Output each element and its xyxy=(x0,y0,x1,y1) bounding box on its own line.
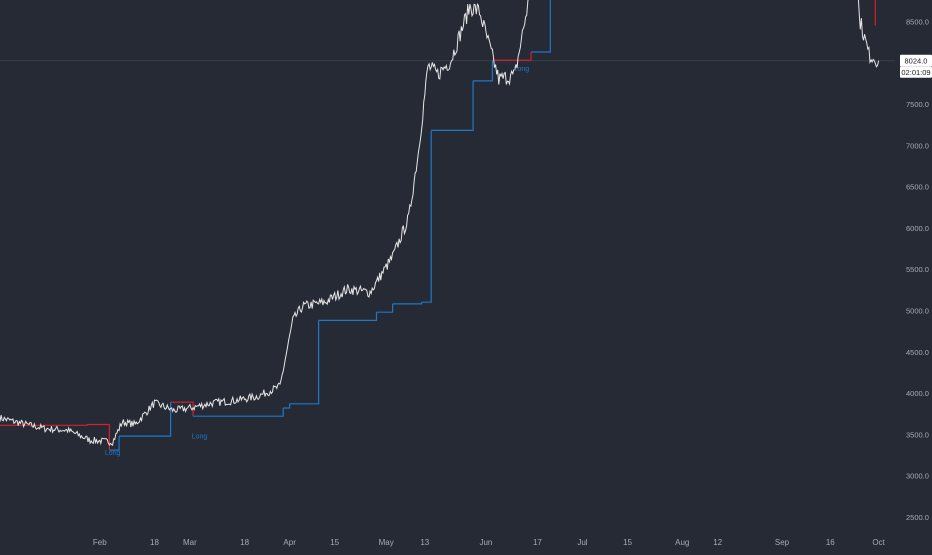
x-tick-label: 18 xyxy=(150,538,159,547)
x-tick-label: 17 xyxy=(533,538,542,547)
trailing-stop-segment xyxy=(193,408,284,417)
y-tick-label: 5000.0 xyxy=(906,307,929,316)
last-price-box xyxy=(900,54,932,67)
x-tick-label: Mar xyxy=(183,538,197,547)
last-price-marker: 8024.0 02:01:09 xyxy=(900,54,932,78)
x-tick-label: Apr xyxy=(283,538,296,547)
trailing-stop-segment xyxy=(421,130,432,303)
x-tick-label: Jun xyxy=(479,538,492,547)
x-tick-label: 12 xyxy=(713,538,722,547)
x-tick-label: 15 xyxy=(623,538,632,547)
trailing-stop-segment xyxy=(86,423,111,451)
trailing-stop-segment xyxy=(283,403,291,409)
chart-annotations: LongLongLongLongLong xyxy=(105,66,530,457)
long-signal-label: Long xyxy=(105,450,121,457)
y-tick-label: 7000.0 xyxy=(906,141,929,150)
last-price-label: 8024.0 xyxy=(905,57,928,66)
x-tick-label: May xyxy=(379,538,394,547)
y-tick-label: 6500.0 xyxy=(906,183,929,192)
chart-series xyxy=(0,0,880,451)
y-tick-label: 3000.0 xyxy=(906,472,929,481)
y-tick-label: 4000.0 xyxy=(906,389,929,398)
trailing-stop-segment xyxy=(109,436,120,451)
trailing-stop-segment xyxy=(318,312,378,321)
x-tick-label: 13 xyxy=(420,538,429,547)
price-line xyxy=(0,0,880,447)
trailing-stop-segment xyxy=(289,320,320,405)
trailing-stop-segment xyxy=(492,52,532,61)
y-tick-label: 8500.0 xyxy=(906,17,929,26)
y-tick-label: 4500.0 xyxy=(906,348,929,357)
x-tick-label: Jul xyxy=(577,538,587,547)
countdown-label: 02:01:09 xyxy=(901,68,930,77)
y-tick-label: 7500.0 xyxy=(906,100,929,109)
trailing-stop-segment xyxy=(473,60,493,82)
y-tick-label: 6000.0 xyxy=(906,224,929,233)
x-tick-label: 16 xyxy=(826,538,835,547)
countdown-box xyxy=(900,66,932,78)
x-tick-label: Sep xyxy=(775,538,790,547)
x-tick-label: 18 xyxy=(240,538,249,547)
trailing-stop-segment xyxy=(376,303,394,313)
long-signal-label: Long xyxy=(192,434,208,441)
x-axis[interactable]: Feb 18 Mar 18 Apr 15 May 13 Jun 17 Jul 15 Aug 12 Sep 16… xyxy=(93,538,886,547)
trailing-stop-segment xyxy=(531,0,551,53)
x-tick-label: Oct xyxy=(872,538,885,547)
trailing-stop-segment xyxy=(431,80,474,131)
x-tick-label: 15 xyxy=(330,538,339,547)
long-signal-label: Long xyxy=(514,66,530,73)
y-tick-label: 5500.0 xyxy=(906,265,929,274)
trailing-stop-segment xyxy=(170,401,194,417)
x-tick-label: Aug xyxy=(675,538,689,547)
y-tick-label: 2500.0 xyxy=(906,513,929,522)
y-tick-label: 3500.0 xyxy=(906,430,929,439)
x-tick-label: Feb xyxy=(93,538,107,547)
trailing-stop-segment xyxy=(154,402,172,437)
